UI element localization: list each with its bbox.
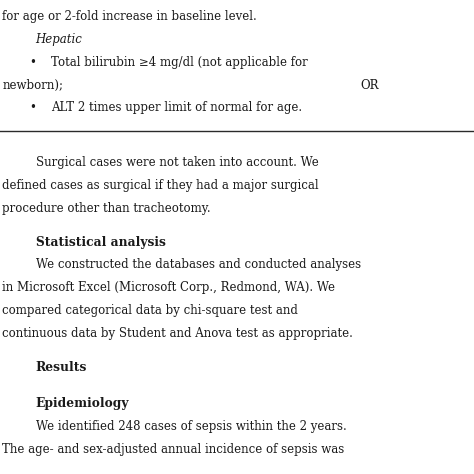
Text: Hepatic: Hepatic bbox=[36, 33, 82, 46]
Text: in Microsoft Excel (Microsoft Corp., Redmond, WA). We: in Microsoft Excel (Microsoft Corp., Red… bbox=[2, 281, 336, 294]
Text: The age- and sex-adjusted annual incidence of sepsis was: The age- and sex-adjusted annual inciden… bbox=[2, 443, 345, 456]
Text: Results: Results bbox=[36, 361, 87, 374]
Text: We constructed the databases and conducted analyses: We constructed the databases and conduct… bbox=[36, 258, 361, 272]
Text: ALT 2 times upper limit of normal for age.: ALT 2 times upper limit of normal for ag… bbox=[51, 101, 302, 114]
Text: procedure other than tracheotomy.: procedure other than tracheotomy. bbox=[2, 201, 211, 215]
Text: defined cases as surgical if they had a major surgical: defined cases as surgical if they had a … bbox=[2, 179, 319, 192]
Text: continuous data by Student and Anova test as appropriate.: continuous data by Student and Anova tes… bbox=[2, 327, 353, 340]
Text: •: • bbox=[29, 56, 36, 69]
Text: We identified 248 cases of sepsis within the 2 years.: We identified 248 cases of sepsis within… bbox=[36, 420, 346, 433]
Text: •: • bbox=[29, 101, 36, 114]
Text: Surgical cases were not taken into account. We: Surgical cases were not taken into accou… bbox=[36, 156, 319, 169]
Text: newborn);: newborn); bbox=[2, 79, 64, 91]
Text: compared categorical data by chi-square test and: compared categorical data by chi-square … bbox=[2, 304, 298, 317]
Text: Statistical analysis: Statistical analysis bbox=[36, 236, 165, 249]
Text: for age or 2-fold increase in baseline level.: for age or 2-fold increase in baseline l… bbox=[2, 10, 257, 23]
Text: Total bilirubin ≥4 mg/dl (not applicable for: Total bilirubin ≥4 mg/dl (not applicable… bbox=[51, 56, 308, 69]
Text: OR: OR bbox=[360, 79, 379, 91]
Text: Epidemiology: Epidemiology bbox=[36, 397, 129, 410]
